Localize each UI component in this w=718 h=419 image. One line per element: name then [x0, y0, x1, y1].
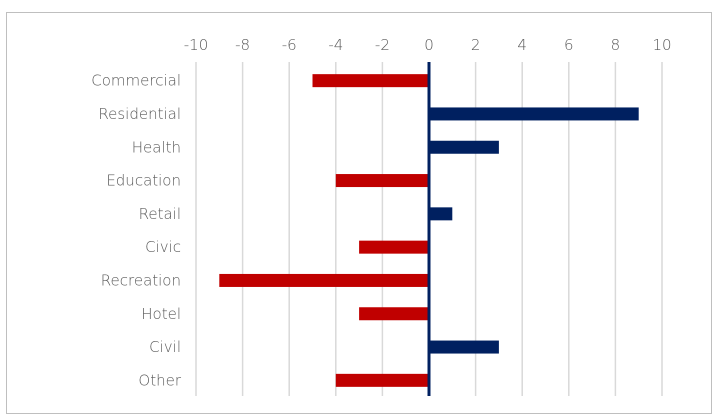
category-label: Retail [139, 205, 181, 223]
bar-civic [359, 240, 429, 254]
category-label: Education [106, 172, 181, 190]
bar-civil [429, 340, 499, 354]
x-tick-label: 4 [517, 36, 527, 54]
category-label: Recreation [101, 271, 181, 289]
x-tick-label: -4 [328, 36, 343, 54]
x-tick-label: -2 [375, 36, 390, 54]
category-label: Civil [149, 338, 181, 356]
x-tick-label: 10 [652, 36, 671, 54]
x-tick-label: -8 [235, 36, 250, 54]
category-label: Civic [145, 238, 181, 256]
category-label: Other [138, 371, 181, 389]
x-tick-label: 0 [424, 36, 434, 54]
category-labels: Commercial Residential Health Education Reta… [91, 72, 182, 390]
bar-health [429, 140, 499, 154]
x-tick-label: -6 [282, 36, 297, 54]
tick-labels: -10 -8 -6 -4 -2 0 2 4 6 8 10 [184, 36, 672, 54]
x-tick-label: -10 [184, 36, 209, 54]
bar-education [335, 174, 429, 188]
category-label: Commercial [91, 72, 181, 90]
x-tick-label: 6 [564, 36, 574, 54]
bar-retail [429, 207, 453, 221]
category-label: Hotel [141, 305, 181, 323]
x-tick-label: 8 [611, 36, 621, 54]
x-tick-label: 2 [471, 36, 481, 54]
bar-hotel [359, 307, 429, 321]
bars [219, 74, 639, 387]
bar-other [335, 373, 429, 387]
category-label: Residential [98, 105, 181, 123]
category-label: Health [132, 138, 181, 156]
bar-recreation [219, 273, 429, 287]
bar-commercial [312, 74, 429, 88]
bar-residential [429, 107, 639, 121]
